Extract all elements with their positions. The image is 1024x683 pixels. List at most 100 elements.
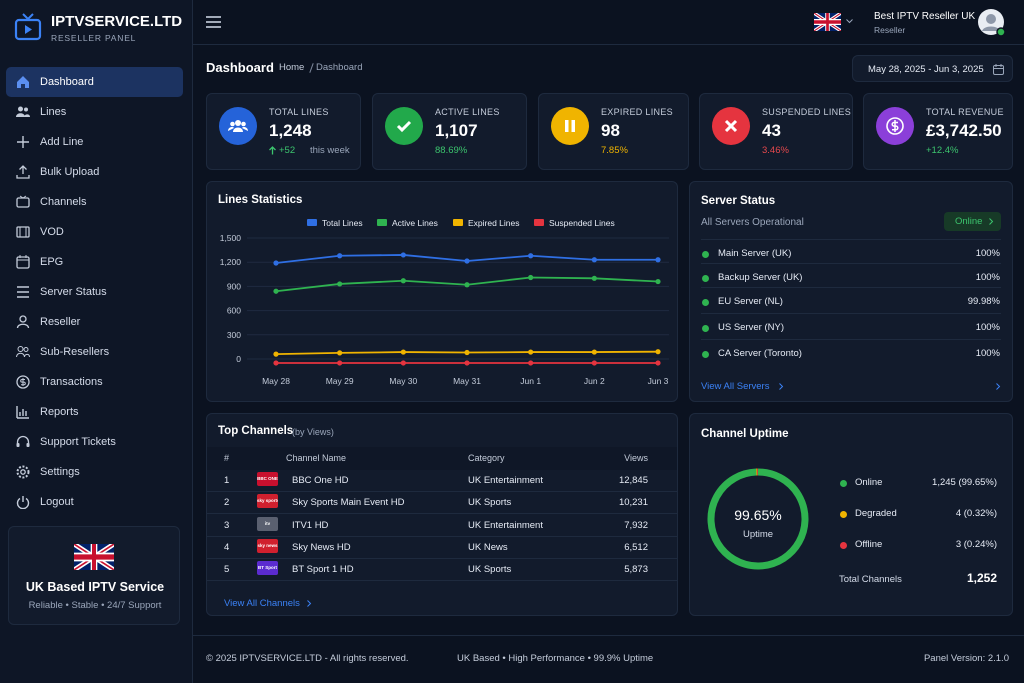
decoration (206, 16, 221, 28)
stat-value: 43 (762, 121, 781, 140)
series-point (528, 274, 534, 281)
card-subtitle: (by Views) (292, 427, 334, 437)
nav-item[interactable]: Logout (6, 487, 183, 517)
stat-value: 98 (601, 121, 620, 140)
uptime-ring (707, 468, 809, 570)
x-tick-label: Jun 1 (520, 376, 541, 386)
user-name: Best IPTV Reseller UK (874, 11, 976, 22)
x-tick-label: Jun 2 (584, 376, 605, 386)
stat-card: TOTAL REVENUE £3,742.50 +12.4% (863, 93, 1013, 170)
series-point (273, 360, 279, 366)
nav-icon (16, 315, 30, 329)
decoration (846, 19, 853, 24)
stat-icon (219, 107, 257, 145)
status-badge[interactable]: Online (944, 212, 1001, 231)
decoration (724, 119, 738, 133)
rank: 4 (224, 541, 230, 553)
nav-item[interactable]: Sub-Resellers (6, 337, 183, 367)
column-header: # (224, 453, 230, 463)
decoration (16, 435, 30, 444)
nav-icon (16, 496, 30, 509)
stat-icon (551, 107, 589, 145)
decoration (18, 106, 23, 112)
stat-label: TOTAL LINES (269, 107, 329, 117)
legend-value: 3 (0.24%) (955, 539, 997, 550)
view-all-channels[interactable]: View All Channels (224, 598, 300, 609)
date-range-picker[interactable]: May 28, 2025 - Jun 3, 2025 (852, 55, 1013, 82)
language-chevron (846, 19, 853, 24)
decoration (16, 443, 20, 447)
chevron (996, 383, 1001, 390)
series-point (337, 253, 343, 259)
channel-views: 6,512 (624, 541, 648, 553)
nav-icon (16, 346, 30, 358)
legend-label: Expired Lines (468, 218, 520, 228)
channel-logo: sky sports (257, 494, 278, 509)
series-point (591, 275, 597, 281)
nav-item[interactable]: Server Status (6, 277, 183, 307)
nav-item[interactable]: Bulk Upload (6, 157, 183, 187)
channel-name: BBC One HD (292, 475, 349, 486)
nav-item[interactable]: Lines (6, 97, 183, 127)
nav-item[interactable]: VOD (6, 217, 183, 247)
nav-item[interactable]: Channels (6, 187, 183, 217)
footer-copyright: © 2025 IPTVSERVICE.LTD - All rights rese… (206, 653, 409, 664)
row-divider (701, 263, 1001, 264)
server-status-card: Server Status All Servers Operational On… (689, 181, 1013, 402)
status-dot (702, 325, 709, 332)
nav-label: Channels (40, 196, 87, 208)
decoration (396, 120, 412, 133)
nav-label: Server Status (40, 286, 107, 298)
stat-icon (385, 107, 423, 145)
nav-item[interactable]: Transactions (6, 367, 183, 397)
nav-icon (17, 76, 29, 88)
nav-item[interactable]: Add Line (6, 127, 183, 157)
status-dot (702, 251, 709, 258)
legend-dot (840, 542, 847, 549)
x-tick-label: May 29 (326, 376, 354, 386)
decoration (23, 347, 29, 352)
decoration (16, 113, 30, 117)
decoration (16, 256, 30, 269)
user-role: Reseller (874, 25, 906, 35)
stat-note: this week (310, 145, 350, 156)
decoration (989, 218, 994, 225)
decoration (24, 107, 28, 112)
user-avatar[interactable] (977, 8, 1007, 38)
series-point (528, 349, 534, 355)
channel-uptime-card: Channel Uptime 99.65% Uptime Total Chann… (689, 413, 1013, 616)
nav-icon (16, 465, 30, 479)
nav-item[interactable]: Reseller (6, 307, 183, 337)
series-point (337, 350, 343, 356)
ring-segment (707, 468, 809, 570)
nav-item[interactable]: EPG (6, 247, 183, 277)
decoration (16, 406, 29, 419)
nav-item[interactable]: Settings (6, 457, 183, 487)
view-all-servers[interactable]: View All Servers (701, 381, 770, 392)
y-tick-label: 1,200 (220, 257, 242, 267)
nav-item[interactable]: Dashboard (6, 67, 183, 97)
row-divider (701, 313, 1001, 314)
nav-item[interactable]: Support Tickets (6, 427, 183, 457)
stat-change: 88.69% (435, 145, 468, 156)
x-tick-label: May 31 (453, 376, 481, 386)
menu-toggle[interactable] (206, 16, 221, 28)
row-divider (207, 535, 677, 537)
decoration (20, 469, 26, 475)
nav-label: Settings (40, 466, 80, 478)
chevron (989, 218, 994, 225)
nav-item[interactable]: Reports (6, 397, 183, 427)
breadcrumb-home[interactable]: Home (279, 62, 305, 73)
language-flag[interactable] (814, 13, 841, 31)
legend-label: Active Lines (392, 218, 438, 228)
decoration (19, 195, 27, 199)
page-title: Dashboard (206, 60, 274, 75)
server-uptime: 100% (975, 322, 1000, 333)
decoration (228, 127, 248, 132)
stat-icon (712, 107, 750, 145)
server-name: US Server (NY) (718, 322, 784, 333)
channel-logo: itv (257, 516, 278, 531)
series-point (464, 360, 470, 366)
decoration (19, 315, 27, 323)
